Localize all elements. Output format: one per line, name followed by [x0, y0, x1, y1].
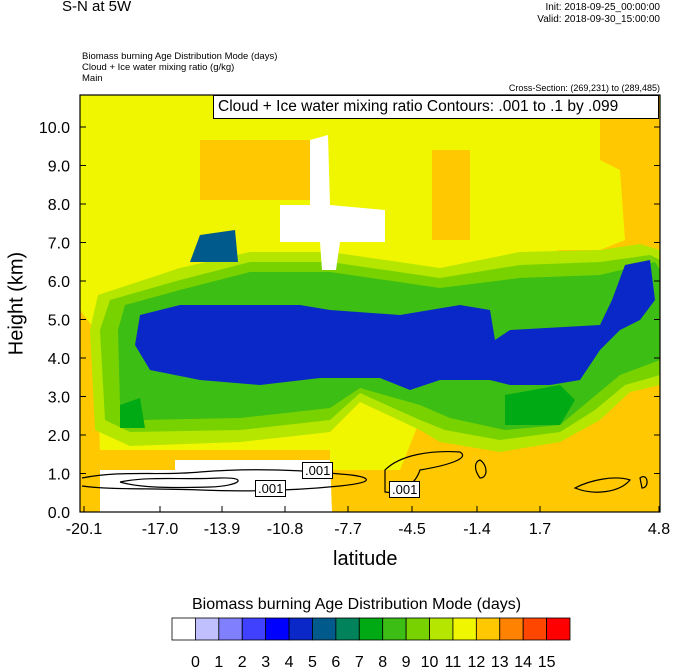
- region-13-patch: [432, 150, 470, 240]
- x-axis-label: latitude: [333, 548, 398, 570]
- colorbar-label: 10: [421, 654, 439, 668]
- field-1: Biomass burning Age Distribution Mode (d…: [82, 51, 278, 62]
- colorbar-swatch: [241, 617, 267, 641]
- x-tick-label: -13.9: [204, 521, 241, 538]
- colorbar-label: 8: [378, 654, 387, 668]
- cross-section: Cross-Section: (269,231) to (289,485): [508, 83, 660, 93]
- colorbar-swatch: [171, 617, 196, 641]
- contour-label: .001: [389, 481, 421, 498]
- contour-line: [119, 477, 239, 489]
- region-8: [505, 385, 575, 425]
- colorbar-swatch: [475, 617, 501, 641]
- y-tick-label: 0.0: [48, 505, 70, 522]
- x-tick-label: -10.8: [267, 521, 304, 538]
- y-tick-label: 3.0: [48, 390, 70, 407]
- fill-regions: [80, 95, 660, 512]
- x-tick-label: -7.7: [334, 521, 362, 538]
- x-tick-label: 4.8: [648, 521, 670, 538]
- region-13-patch: [200, 140, 310, 200]
- y-tick-label: 9.0: [48, 159, 70, 176]
- colorbar-label: 0: [191, 654, 200, 668]
- colorbar-title: Biomass burning Age Distribution Mode (d…: [192, 596, 522, 613]
- colorbar-label: 2: [238, 654, 247, 668]
- region-0: [280, 135, 385, 270]
- colorbar-swatch: [405, 617, 430, 641]
- x-tick-label: -17.0: [142, 521, 179, 538]
- colorbar-label: 6: [331, 654, 340, 668]
- colorbar-swatch: [312, 617, 337, 641]
- colorbar-label: 15: [538, 654, 556, 668]
- x-tick-label: -1.4: [463, 521, 491, 538]
- colorbar-swatch: [522, 617, 547, 641]
- colorbar-label: 7: [355, 654, 364, 668]
- region-6: [190, 230, 238, 262]
- x-tick-label: -20.1: [66, 521, 103, 538]
- y-tick-label: 5.0: [48, 313, 70, 330]
- colorbar-label: 11: [445, 654, 462, 668]
- colorbar-label: 1: [214, 654, 223, 668]
- colorbar-label: 12: [467, 654, 485, 668]
- colorbar-swatch: [499, 617, 524, 641]
- colorbar-swatch: [452, 617, 477, 641]
- colorbar-label: 4: [285, 654, 294, 668]
- colorbar-label: 3: [261, 654, 270, 668]
- contour-line: [573, 477, 632, 493]
- colorbar-swatch: [218, 617, 243, 641]
- x-tick-label: -4.5: [398, 521, 426, 538]
- y-tick-label: 1.0: [48, 467, 70, 484]
- colorbar-swatch: [195, 617, 220, 641]
- cloud-contours: [81, 451, 648, 494]
- y-tick-label: 2.0: [48, 428, 70, 445]
- contour-title-box: Cloud + Ice water mixing ratio Contours:…: [213, 95, 659, 119]
- colorbar-label: 5: [308, 654, 317, 668]
- contour-line: [474, 459, 487, 479]
- x-axis-ticks: -20.1 -17.0 -13.9 -10.8 -7.7 -4.5 -1.4 1.7 4.8: [66, 506, 670, 538]
- init-time: Init: 2018-09-25_00:00:00: [545, 2, 660, 13]
- contour-label: .001: [255, 480, 287, 497]
- field-3: Main: [82, 73, 103, 84]
- y-tick-label: 10.0: [39, 120, 70, 137]
- y-axis-ticks: 0.0 1.0 2.0 3.0 4.0 5.0 6.0 7.0 8.0 9.0 10.0: [39, 120, 660, 522]
- y-axis-label: Height (km): [5, 251, 28, 356]
- colorbar-label: 9: [402, 654, 411, 668]
- y-tick-label: 7.0: [48, 236, 70, 253]
- contour-line: [81, 469, 367, 492]
- colorbar-swatch: [358, 617, 384, 641]
- colorbar-swatch: [335, 617, 360, 641]
- contour-title: Cloud + Ice water mixing ratio Contours:…: [218, 98, 619, 115]
- colorbar-label: 14: [514, 654, 532, 668]
- region-8: [120, 398, 145, 428]
- colorbar-swatch: [429, 617, 454, 641]
- plot-title: S-N at 5W: [62, 0, 132, 15]
- colorbar-swatch: [382, 617, 407, 641]
- y-tick-label: 4.0: [48, 351, 70, 368]
- colorbar-swatch: [288, 617, 313, 641]
- colorbar-swatch: [265, 617, 290, 641]
- x-tick-label: 1.7: [529, 521, 551, 538]
- y-tick-label: 6.0: [48, 274, 70, 291]
- valid-time: Valid: 2018-09-30_15:00:00: [537, 14, 660, 25]
- region-5: [135, 260, 655, 390]
- y-tick-label: 8.0: [48, 197, 70, 214]
- colorbar: 0 1 2 3 4 5 6 7 8 9 10 11 12 13 14 15: [171, 617, 571, 668]
- contour-label: .001: [302, 462, 334, 479]
- colorbar-swatch: [546, 617, 571, 641]
- colorbar-label: 13: [491, 654, 509, 668]
- field-2: Cloud + Ice water mixing ratio (g/kg): [82, 62, 235, 73]
- contour-line: [639, 476, 648, 489]
